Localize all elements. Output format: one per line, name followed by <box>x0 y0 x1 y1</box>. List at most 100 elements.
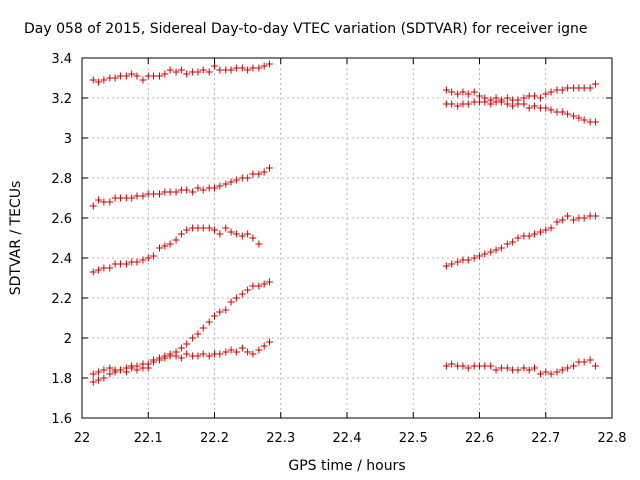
data-point <box>222 306 230 314</box>
series-s5 <box>89 338 273 378</box>
data-point <box>464 364 472 372</box>
data-point <box>144 254 152 262</box>
data-point <box>459 88 467 96</box>
data-point <box>536 228 544 236</box>
data-point <box>454 102 462 110</box>
data-point <box>128 194 136 202</box>
series-s2 <box>89 164 273 210</box>
data-point <box>211 184 218 192</box>
data-point <box>520 94 528 102</box>
data-point <box>216 230 224 238</box>
y-tick-label: 1.6 <box>51 412 72 427</box>
data-points <box>89 60 599 386</box>
data-point <box>520 100 528 108</box>
data-point <box>100 76 108 84</box>
data-point <box>216 308 224 316</box>
data-point <box>89 370 97 378</box>
data-point <box>591 212 599 220</box>
data-point <box>481 362 489 370</box>
data-point <box>177 344 185 352</box>
data-point <box>183 340 191 348</box>
y-tick-label: 2.4 <box>51 252 72 267</box>
data-point <box>89 202 97 210</box>
data-point <box>222 180 230 188</box>
data-point <box>238 232 246 240</box>
data-point <box>244 230 252 238</box>
data-point <box>586 356 594 364</box>
data-point <box>464 100 472 108</box>
data-point <box>89 76 97 84</box>
data-point <box>530 92 538 100</box>
data-point <box>476 92 483 100</box>
data-point <box>166 240 174 248</box>
data-point <box>497 244 505 252</box>
data-point <box>542 90 550 98</box>
data-point <box>227 228 235 236</box>
x-tick-label: 22.7 <box>531 431 560 446</box>
data-point <box>454 258 462 266</box>
data-point <box>238 344 246 352</box>
data-point <box>553 218 561 226</box>
data-point <box>558 108 566 116</box>
data-point <box>530 364 538 372</box>
data-point <box>156 244 164 252</box>
data-point <box>591 80 599 88</box>
data-point <box>227 178 235 186</box>
data-point <box>183 70 191 78</box>
data-point <box>564 212 572 220</box>
data-point <box>558 86 566 94</box>
data-point <box>95 78 103 86</box>
x-tick-label: 22.2 <box>200 431 229 446</box>
x-tick-label: 22.8 <box>598 431 627 446</box>
y-tick-label: 2.8 <box>51 172 72 187</box>
series-s1 <box>89 60 273 86</box>
data-point <box>260 280 268 288</box>
data-point <box>232 348 240 356</box>
data-point <box>133 192 141 200</box>
series-s6 <box>442 80 599 104</box>
data-point <box>448 100 456 108</box>
data-point <box>509 238 517 246</box>
data-point <box>222 348 230 356</box>
data-point <box>503 364 511 372</box>
data-point <box>116 72 124 80</box>
data-point <box>591 362 599 370</box>
data-point <box>244 66 252 74</box>
data-point <box>454 90 462 98</box>
data-point <box>161 352 169 360</box>
data-point <box>547 224 555 232</box>
data-point <box>100 264 108 272</box>
chart-title: Day 058 of 2015, Sidereal Day-to-day VTE… <box>24 21 587 37</box>
data-point <box>189 334 197 342</box>
data-point <box>558 216 566 224</box>
data-point <box>442 362 450 370</box>
data-point <box>106 364 114 372</box>
data-point <box>205 318 213 326</box>
data-point <box>260 62 268 70</box>
y-tick-label: 3.2 <box>51 92 72 107</box>
data-point <box>238 290 246 298</box>
data-point <box>580 116 588 124</box>
y-tick-label: 1.8 <box>51 372 72 387</box>
data-point <box>525 366 533 374</box>
data-point <box>255 64 263 72</box>
data-point <box>232 176 240 184</box>
data-point <box>150 190 158 198</box>
data-point <box>580 214 588 222</box>
series-s3 <box>89 224 263 276</box>
data-point <box>255 240 263 248</box>
data-point <box>172 352 180 360</box>
data-point <box>497 364 505 372</box>
data-point <box>542 368 550 376</box>
data-point <box>211 312 218 320</box>
data-point <box>232 294 240 302</box>
data-point <box>89 268 97 276</box>
data-point <box>464 90 472 98</box>
data-point <box>547 106 555 114</box>
series-s8 <box>442 212 599 270</box>
data-point <box>570 362 578 370</box>
data-point <box>172 68 180 76</box>
data-point <box>570 112 578 120</box>
data-point <box>464 256 472 264</box>
